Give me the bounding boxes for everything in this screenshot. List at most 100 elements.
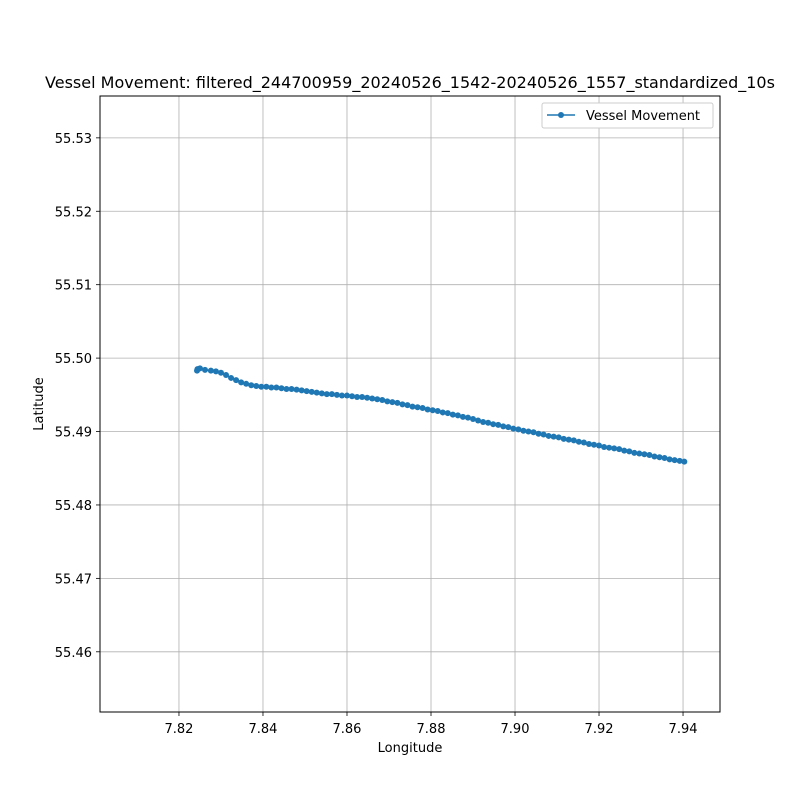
plot-frame	[99, 95, 721, 713]
data-point	[470, 416, 477, 423]
data-point	[349, 393, 356, 400]
x-axis-label: Longitude	[378, 741, 443, 756]
data-point	[384, 398, 391, 405]
x-tick-label: 7.94	[669, 722, 698, 737]
data-point	[399, 401, 406, 408]
data-point	[439, 409, 446, 416]
data-point	[404, 402, 411, 409]
data-point	[313, 389, 320, 396]
data-point	[570, 437, 577, 444]
grid	[100, 96, 720, 712]
legend-label: Vessel Movement	[586, 109, 700, 124]
x-tick-label: 7.92	[585, 722, 614, 737]
data-point	[283, 385, 290, 392]
data-point	[414, 404, 421, 411]
data-point	[394, 399, 401, 406]
x-tick-label: 7.82	[164, 722, 193, 737]
data-point	[374, 396, 381, 403]
data-point	[580, 439, 587, 446]
y-tick-label: 55.49	[55, 426, 92, 441]
data-point	[389, 399, 396, 406]
data-point	[308, 388, 315, 395]
data-point	[505, 424, 512, 431]
data-point	[429, 407, 436, 414]
data-point	[525, 428, 532, 435]
data-point	[263, 383, 270, 390]
data-point	[228, 374, 235, 381]
data-point	[354, 394, 361, 401]
data-point	[338, 392, 345, 399]
data-point	[495, 421, 502, 428]
data-point	[207, 367, 214, 374]
data-point	[560, 435, 567, 442]
data-point	[671, 457, 678, 464]
y-tick-label: 55.52	[55, 205, 92, 220]
y-axis-label: Latitude	[32, 377, 47, 431]
data-point	[303, 388, 310, 395]
legend: Vessel Movement	[541, 102, 714, 129]
data-point	[454, 412, 461, 419]
data-point	[298, 387, 305, 394]
data-point	[681, 458, 688, 465]
legend-marker-swatch	[558, 112, 564, 118]
data-point	[243, 380, 250, 387]
y-tick-label: 55.46	[55, 646, 92, 661]
data-point	[369, 395, 376, 402]
data-point	[273, 384, 280, 391]
data-point	[656, 454, 663, 461]
data-point	[278, 385, 285, 392]
data-point	[621, 447, 628, 454]
data-point	[626, 448, 633, 455]
data-point	[490, 421, 497, 428]
data-point	[545, 432, 552, 439]
y-tick-label: 55.53	[55, 132, 92, 147]
data-point	[565, 436, 572, 443]
data-point	[233, 377, 240, 384]
data-point	[616, 446, 623, 453]
data-point	[676, 457, 683, 464]
x-tick-label: 7.90	[501, 722, 530, 737]
data-point	[606, 444, 613, 451]
data-point	[515, 426, 522, 433]
data-point	[601, 443, 608, 450]
data-point	[641, 451, 648, 458]
data-point	[666, 456, 673, 463]
data-point	[217, 369, 224, 376]
data-point	[555, 434, 562, 441]
data-point	[318, 390, 325, 397]
data-point	[530, 429, 537, 436]
y-tick-label: 55.50	[55, 352, 92, 367]
data-point	[323, 391, 330, 398]
data-point	[212, 368, 219, 375]
data-point	[585, 441, 592, 448]
data-point	[333, 391, 340, 398]
data-point	[475, 417, 482, 424]
y-tick-label: 55.51	[55, 279, 92, 294]
data-point	[459, 413, 466, 420]
data-point	[379, 396, 386, 403]
data-point	[500, 423, 507, 430]
data-point	[485, 419, 492, 426]
data-point	[449, 411, 456, 418]
x-tick-label: 7.86	[333, 722, 362, 737]
chart-title: Vessel Movement: filtered_244700959_2024…	[45, 73, 775, 93]
data-point	[631, 449, 638, 456]
series-layer	[194, 365, 688, 465]
data-point	[343, 392, 350, 399]
data-point	[510, 425, 517, 432]
data-point	[646, 452, 653, 459]
legend-box	[541, 102, 714, 129]
data-point	[359, 394, 366, 401]
data-point	[293, 386, 300, 393]
data-point	[328, 391, 335, 398]
data-point	[223, 372, 230, 378]
data-point	[434, 407, 441, 414]
x-axis-ticks: 7.82 7.84 7.86 7.88 7.90 7.92 7.94	[164, 712, 698, 737]
y-axis-ticks: 55.46 55.47 55.48 55.49 55.50 55.51 55.52 55.53	[55, 132, 100, 661]
data-point	[651, 453, 658, 460]
data-point	[596, 442, 603, 449]
data-point	[258, 383, 265, 390]
data-point	[424, 406, 431, 413]
data-point	[202, 366, 209, 373]
